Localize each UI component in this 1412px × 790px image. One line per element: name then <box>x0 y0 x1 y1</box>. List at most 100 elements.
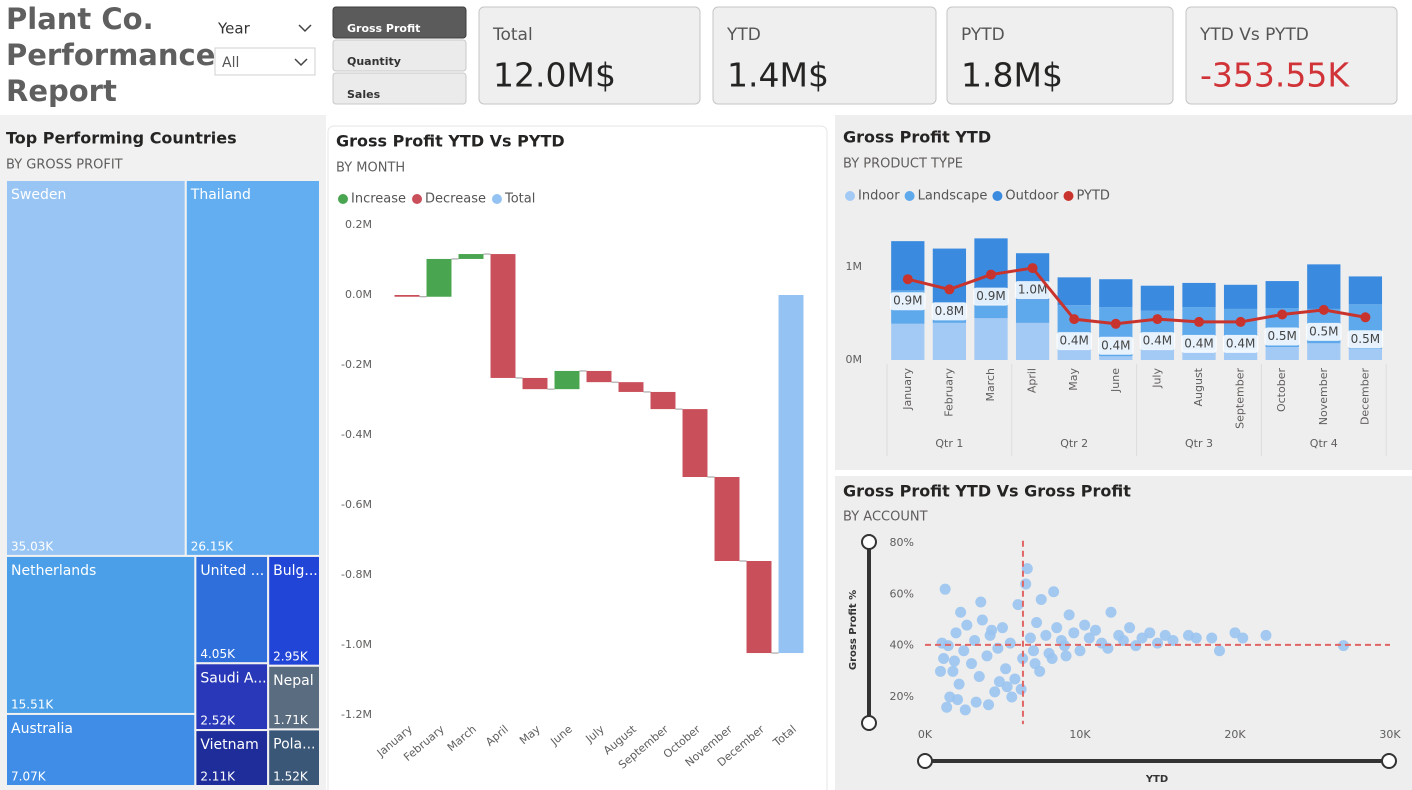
stacked-bar <box>1223 349 1258 360</box>
scatter-point <box>975 596 987 608</box>
button-label: Quantity <box>347 55 401 68</box>
scatter-point <box>1063 609 1075 621</box>
card-group: Total 12.0M$ YTD 1.4M$ PYTD 1.8M$ YTD Vs PYTD -… <box>478 6 1398 105</box>
toggle-button[interactable] <box>332 72 467 105</box>
total-bar <box>778 295 804 654</box>
button-group: Gross Profit Quantity Sales <box>332 6 467 105</box>
kpi-label: PYTD <box>961 25 1005 45</box>
tile-label: Vietnam <box>200 737 258 753</box>
tile-label: Pola... <box>273 736 315 752</box>
scatter-point <box>955 606 967 618</box>
data-label-bg <box>931 302 968 321</box>
slider-handle[interactable] <box>917 753 933 769</box>
group-label: Qtr 2 <box>1060 437 1088 450</box>
waterfall-bar <box>554 370 580 390</box>
scatter-point <box>989 686 1001 698</box>
scatter-point <box>938 652 950 664</box>
x-tick-label: August <box>1192 367 1205 406</box>
legend-marker <box>1063 191 1074 201</box>
legend-marker <box>845 191 855 201</box>
x-tick-label: 10K <box>1069 728 1091 741</box>
scatter-point <box>1048 586 1060 598</box>
chart-title: Top Performing Countries <box>6 129 237 148</box>
group-label: Qtr 3 <box>1185 437 1213 450</box>
treemap-tile <box>267 554 321 667</box>
x-tick-label: March <box>984 368 997 402</box>
kpi-label: YTD <box>726 25 761 45</box>
legend-marker <box>904 191 915 201</box>
data-label-bg <box>973 287 1009 306</box>
scatter-point <box>1028 645 1039 657</box>
treemap-tile <box>194 729 270 787</box>
scatter-point <box>973 670 985 682</box>
chart-subtitle: BY MONTH <box>336 161 405 176</box>
stacked-bar <box>974 304 1008 319</box>
waterfall-bar <box>458 254 484 259</box>
x-tick-label: April <box>1026 368 1039 393</box>
scatter-point <box>950 627 962 639</box>
tile-label: Bulg... <box>273 563 318 579</box>
scatter-point <box>1021 563 1033 575</box>
slider-handle[interactable] <box>861 534 877 550</box>
waterfall-bar <box>650 391 676 410</box>
data-label: 0.4M <box>1184 336 1213 350</box>
scatter-point <box>1079 619 1091 631</box>
waterfall-bar <box>682 409 708 477</box>
legend-label: Decrease <box>425 192 486 207</box>
data-label-bg <box>890 292 926 311</box>
waterfall-bar <box>522 377 548 390</box>
stacked-bar <box>1182 282 1216 308</box>
y-tick-label: -0.4M <box>341 428 372 441</box>
scatter-point <box>1237 632 1249 644</box>
line-point <box>986 269 996 280</box>
scatter-point <box>1136 632 1148 644</box>
stacked-bar <box>1348 348 1383 360</box>
scatter-point <box>1338 640 1349 652</box>
stacked-bar <box>1140 349 1175 360</box>
tile-label: United ... <box>200 563 264 579</box>
title-line: Plant Co. <box>6 2 154 36</box>
scatter-point <box>1035 593 1047 605</box>
scatter-point <box>1117 635 1129 647</box>
data-label-bg <box>1098 336 1134 355</box>
data-label: 0.5M <box>1351 332 1380 346</box>
toggle-button[interactable] <box>332 6 467 39</box>
y-tick-label: 40% <box>890 639 914 652</box>
stacked-bar <box>1265 281 1299 308</box>
scatter-point <box>1060 650 1072 662</box>
legend-marker <box>992 191 1003 201</box>
scatter-point <box>1144 627 1156 639</box>
scatter-point <box>1040 629 1052 641</box>
kpi-value: 12.0M$ <box>493 56 616 95</box>
scatter-point <box>959 704 971 716</box>
stacked-bar <box>1099 279 1133 308</box>
slider-handle[interactable] <box>1381 753 1397 769</box>
scatter-point <box>1260 629 1272 641</box>
y-axis-label: Gross Profit % <box>848 590 859 670</box>
scatter-point <box>941 701 953 713</box>
scatter-point <box>1206 632 1218 644</box>
data-label-bg <box>1347 330 1384 349</box>
kpi-card <box>946 6 1174 105</box>
tile-label: Australia <box>11 721 73 737</box>
tile-value: 26.15K <box>191 539 234 553</box>
kpi-card <box>478 6 701 105</box>
tile-value: 1.52K <box>273 770 309 784</box>
scatter-point <box>1159 629 1171 641</box>
toggle-button[interactable] <box>332 39 467 72</box>
title-line: Performance <box>6 38 215 72</box>
y-tick-label: 1M <box>846 260 863 273</box>
x-tick-label: January <box>901 368 914 411</box>
stacked-bar <box>1140 285 1175 311</box>
scatter-point <box>1214 645 1225 657</box>
line-point <box>1152 314 1163 325</box>
kpi-value: 1.4M$ <box>727 56 829 95</box>
stacked-bar <box>891 323 925 360</box>
waterfall-bar <box>394 295 420 297</box>
y-tick-label: 60% <box>890 587 914 600</box>
stacked-bar <box>1015 299 1050 323</box>
legend-label: Increase <box>351 192 406 207</box>
legend-label: Outdoor <box>1005 189 1059 204</box>
kpi-value: -353.55K <box>1200 56 1350 95</box>
slider-handle[interactable] <box>861 715 877 731</box>
